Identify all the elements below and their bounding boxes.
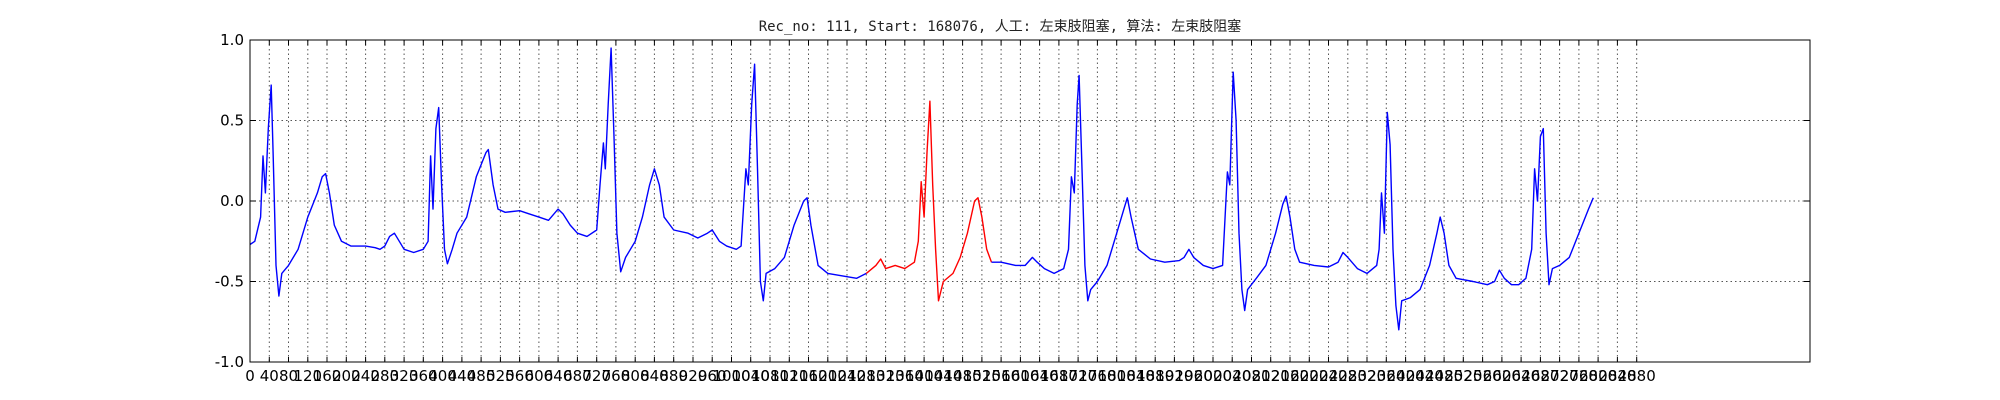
x-tick-label: 2720 <box>1541 367 1579 385</box>
x-tick-label: 640 <box>544 367 573 385</box>
x-tick-label: 2640 <box>1502 367 1540 385</box>
x-tick-label: 560 <box>505 367 534 385</box>
x-tick-label: 1720 <box>1059 367 1097 385</box>
x-tick-label: 2800 <box>1579 367 1617 385</box>
chart-title: Rec_no: 111, Start: 168076, 人工: 左束肢阻塞, 算… <box>759 18 1242 35</box>
x-tick-label: 920 <box>679 367 708 385</box>
x-tick-label: 1360 <box>886 367 924 385</box>
x-tick-label: 0 <box>245 367 255 385</box>
x-tick-label: 2040 <box>1213 367 1251 385</box>
x-tick-label: 280 <box>370 367 399 385</box>
x-tick-label: 480 <box>467 367 496 385</box>
y-tick-label: 1.0 <box>220 31 244 49</box>
x-tick-label: 1400 <box>905 367 943 385</box>
x-tick-label: 400 <box>428 367 457 385</box>
x-tick-label: 1520 <box>963 367 1001 385</box>
x-tick-label: 1040 <box>732 367 770 385</box>
x-tick-label: 2080 <box>1232 367 1270 385</box>
x-tick-label: 1280 <box>847 367 885 385</box>
x-tick-label: 760 <box>602 367 631 385</box>
x-tick-label: 240 <box>351 367 380 385</box>
x-tick-label: 680 <box>563 367 592 385</box>
ecg-series-3-line <box>991 71 1594 331</box>
x-tick-label: 2760 <box>1560 367 1598 385</box>
x-tick-label: 1000 <box>712 367 750 385</box>
x-tick-label: 80 <box>279 367 298 385</box>
x-tick-label: 1920 <box>1155 367 1193 385</box>
y-tick-label: -0.5 <box>215 273 244 291</box>
x-tick-label: 2000 <box>1194 367 1232 385</box>
x-tick-label: 1160 <box>789 367 827 385</box>
y-tick-label: 0.5 <box>220 112 244 130</box>
y-axis-tick-labels: 1.0 0.5 0.0 -0.5 -1.0 <box>215 31 244 371</box>
x-tick-label: 2400 <box>1387 367 1425 385</box>
x-tick-label: 1640 <box>1021 367 1059 385</box>
x-tick-label: 840 <box>640 367 669 385</box>
x-tick-label: 1120 <box>770 367 808 385</box>
x-tick-label: 1560 <box>982 367 1020 385</box>
ecg-series-1-line <box>249 47 867 302</box>
x-tick-label: 2320 <box>1348 367 1386 385</box>
y-tick-label: -1.0 <box>215 353 244 371</box>
x-tick-label: 200 <box>332 367 361 385</box>
y-tick-label: 0.0 <box>220 192 244 210</box>
x-axis-tick-labels: 0 40 8012016020024028032036040044048052056… <box>245 367 1656 385</box>
x-tick-label: 1880 <box>1136 367 1174 385</box>
x-tick-label: 1440 <box>924 367 962 385</box>
x-tick-label: 1840 <box>1117 367 1155 385</box>
x-tick-label: 880 <box>659 367 688 385</box>
x-tick-label: 2600 <box>1483 367 1521 385</box>
x-tick-label: 1800 <box>1098 367 1136 385</box>
x-tick-label: 1240 <box>828 367 866 385</box>
x-tick-label: 1760 <box>1078 367 1116 385</box>
x-tick-label: 1600 <box>1001 367 1039 385</box>
x-tick-label: 2200 <box>1290 367 1328 385</box>
x-tick-label: 1960 <box>1175 367 1213 385</box>
x-tick-label: 720 <box>582 367 611 385</box>
x-tick-label: 1680 <box>1040 367 1078 385</box>
x-tick-label: 2440 <box>1406 367 1444 385</box>
x-tick-label: 520 <box>486 367 515 385</box>
x-tick-label: 960 <box>698 367 727 385</box>
x-tick-label: 320 <box>390 367 419 385</box>
x-tick-label: 600 <box>525 367 554 385</box>
x-tick-label: 2240 <box>1309 367 1347 385</box>
x-tick-label: 2520 <box>1444 367 1482 385</box>
x-tick-label: 1320 <box>867 367 905 385</box>
series-layer <box>249 47 1594 331</box>
ecg-series-2-line <box>865 100 993 302</box>
x-tick-label: 1480 <box>944 367 982 385</box>
x-tick-label: 2480 <box>1425 367 1463 385</box>
x-tick-label: 360 <box>409 367 438 385</box>
x-tick-label: 2120 <box>1252 367 1290 385</box>
x-tick-label: 2840 <box>1598 367 1636 385</box>
x-tick-label: 800 <box>621 367 650 385</box>
plot-frame <box>249 39 1811 363</box>
x-tick-label: 440 <box>448 367 477 385</box>
x-tick-label: 2680 <box>1521 367 1559 385</box>
x-tick-label: 120 <box>293 367 322 385</box>
x-tick-label: 40 <box>260 367 279 385</box>
x-tick-label: 160 <box>313 367 342 385</box>
x-tick-label: 1080 <box>751 367 789 385</box>
grid <box>249 39 1810 363</box>
x-tick-label: 2160 <box>1271 367 1309 385</box>
x-tick-label: 2560 <box>1464 367 1502 385</box>
x-tick-label: 1200 <box>809 367 847 385</box>
x-tick-label: 2360 <box>1367 367 1405 385</box>
x-tick-label: 2880 <box>1618 367 1656 385</box>
x-tick-label: 2280 <box>1329 367 1367 385</box>
